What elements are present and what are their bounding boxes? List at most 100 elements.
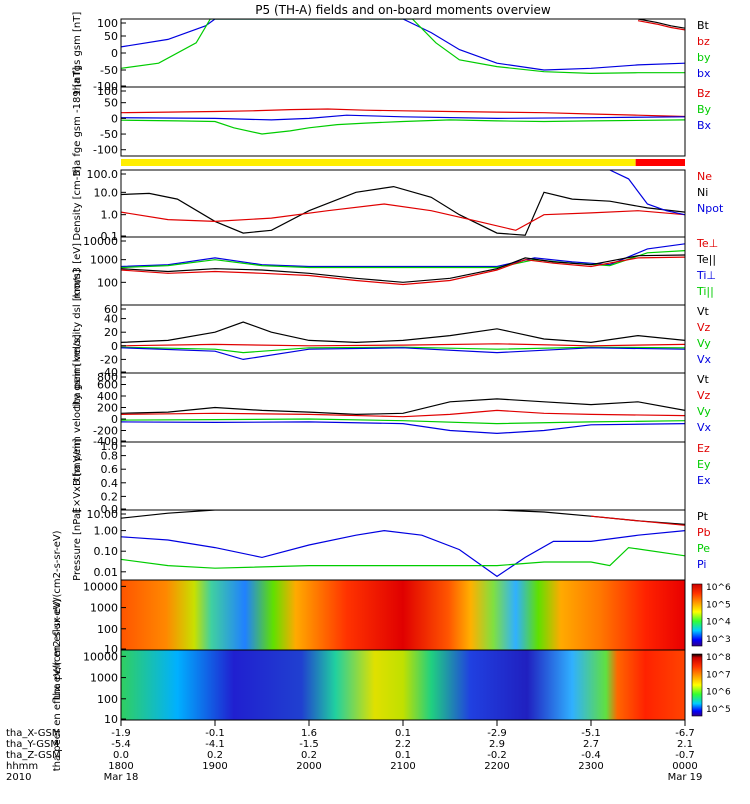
y-tick-label: 0 [111,413,118,426]
y-tick-label: -100 [93,144,118,157]
y-tick-label: 0.8 [101,450,119,463]
legend-vx: Vx [697,353,712,366]
legend-ti: Ti⊥ [696,269,716,282]
y-tick-label: 1.0 [101,209,119,222]
series-by-line [121,119,685,135]
x-tick-label: 2100 [390,761,415,772]
series-pb-line [590,515,685,526]
series-vz-line [121,343,685,347]
legend-vz: Vz [697,389,711,402]
panel-frame [120,18,686,88]
legend-vz: Vz [697,321,711,334]
series-npot-line [609,170,685,216]
series-pi-line [121,529,685,578]
y-tick-label: 10000 [83,650,118,663]
panel-frame [120,372,686,443]
colorbar-1 [691,583,703,647]
x-tick-label: 2.7 [583,739,599,750]
series-vy-line [121,346,685,354]
y-axis-label: tha peir en eflux eV/(cm2-s-sr-eV) [52,530,63,699]
colorbar-tick-label: 10^7 [706,670,731,680]
y-tick-label: 10.0 [94,186,119,199]
series-bz-line [121,108,685,118]
y-tick-label: 800 [97,371,118,384]
series-pe-line [121,546,685,569]
y-axis-label: tha fge gsm -189 [nT] [72,67,83,176]
y-tick-label: 10000 [83,235,118,248]
legend-vy: Vy [697,337,711,350]
panel-frame [120,236,686,306]
y-tick-label: 600 [97,379,118,392]
y-tick-label: -100 [93,80,118,93]
y-tick-label: 0 [111,47,118,60]
legend-ti: Ti|| [696,285,714,298]
legend-bx: Bx [697,119,712,132]
legend-vt: Vt [697,373,710,386]
y-axis-label: tha peim velocity dsl [km/s] [72,269,83,409]
series-vx-line [121,421,685,435]
colorbar-tick-label: 10^5 [706,600,731,610]
legend-bz: bz [697,35,710,48]
y-tick-label: 400 [97,390,118,403]
legend-by: By [697,103,712,116]
series-ni-line [121,185,685,236]
legend-npot: Npot [697,202,724,215]
y-axis-label: tha peim velocity gsm [km/s] [72,334,83,481]
legend-bx: bx [697,67,711,80]
x-axis-row-label: hhmm [6,761,38,772]
y-tick-label: 10.00 [87,508,119,521]
x-tick-label: 1800 [108,761,133,772]
x-axis-row-label: tha_X-GSM [6,728,60,739]
y-tick-label: 50 [104,30,118,43]
x-tick-label: -0.4 [581,750,601,761]
colorbar-tick-label: 10^8 [706,653,731,663]
x-tick-label: 0000 [672,761,697,772]
y-tick-label: 0.0 [101,503,119,516]
y-axis-label: mom3 [eV] [72,243,83,299]
x-tick-label: -0.7 [675,750,695,761]
panel-3: 100.0 10.0 1.0 0.1 Density [cm-3] Ne Ni Npot [72,166,724,243]
legend-te: Te⊥ [696,237,718,250]
panel-4: 10000 1000 100 mom3 [eV] Te⊥ Te|| Ti⊥ Ti|| [72,235,718,306]
y-tick-label: 60 [104,303,118,316]
x-tick-label: 2300 [578,761,603,772]
x-tick-label: -5.4 [111,739,131,750]
x-tick-label: -5.1 [581,728,601,739]
legend-ex: Ex [697,474,711,487]
series-vx-line [121,347,685,361]
series-te-line [121,256,685,286]
y-tick-label: 50 [104,97,118,110]
legend-pb: Pb [697,526,711,539]
y-tick-label: -20 [100,353,118,366]
status-bar-red [635,159,685,166]
y-tick-label: -50 [100,64,118,77]
panel-frame [120,169,686,238]
series-ti-line [121,250,685,269]
y-tick-label: 0.10 [94,545,119,558]
y-tick-label: 20 [104,326,118,339]
series-vy-line [121,418,685,425]
y-tick-label: 100 [97,693,118,706]
x-tick-label: 2.9 [489,739,505,750]
y-axis-label: Density [cm-3] [72,166,83,240]
panel-frame [120,86,686,157]
spectrogram-1 [121,580,685,650]
series-bz-line [637,20,685,31]
legend-ez: Ez [697,442,710,455]
legend-ni: Ni [697,186,708,199]
series-bt-line [637,19,685,29]
x-tick-label: -1.5 [299,739,319,750]
colorbar-tick-label: 10^4 [706,618,731,628]
y-tick-label: 100 [97,85,118,98]
y-tick-label: 1.00 [94,525,119,538]
y-axis-label: tha fgs gsm [nT] [72,12,83,95]
y-tick-label: 0.1 [101,230,119,243]
panel-10: 10^8 10^7 10^6 10^5 10000 1000 100 10 tha peer e… [52,599,731,772]
series-vt-line [121,321,685,344]
y-tick-label: 0 [111,340,118,353]
y-tick-label: 10 [104,713,118,726]
